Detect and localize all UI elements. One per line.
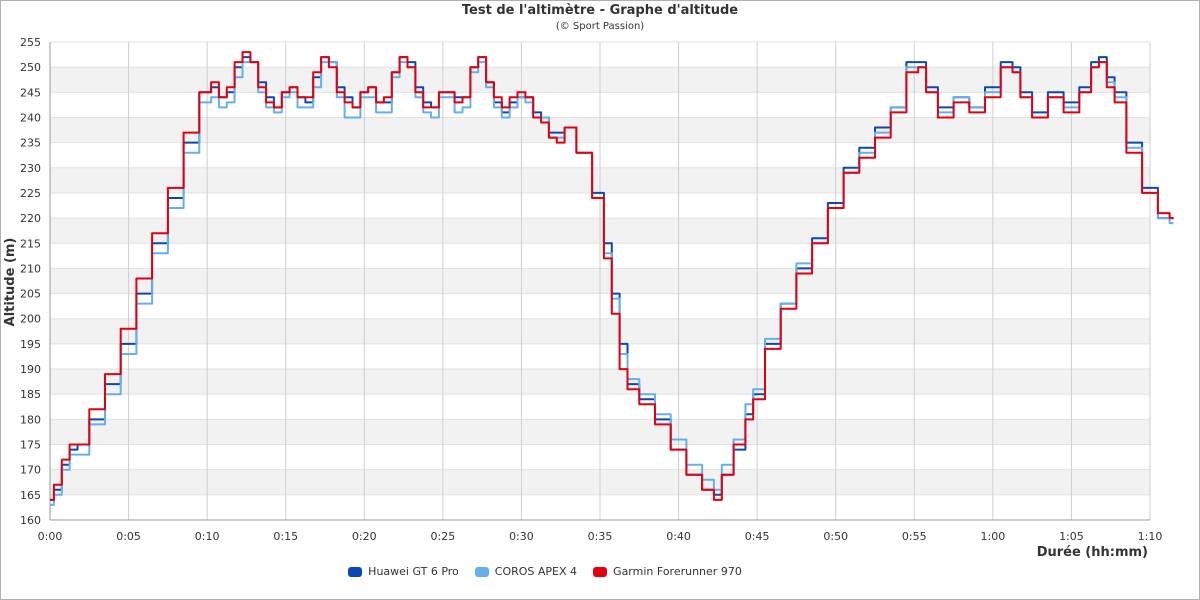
x-tick-label: 0:55: [902, 530, 927, 543]
x-tick-label: 0:45: [745, 530, 770, 543]
legend-item-2[interactable]: Garmin Forerunner 970: [593, 565, 742, 578]
x-tick-label: 1:05: [1059, 530, 1084, 543]
x-tick-label: 0:20: [352, 530, 377, 543]
y-tick-label: 160: [20, 514, 41, 527]
x-tick-label: 0:10: [195, 530, 220, 543]
plot-series: [50, 51, 1174, 506]
y-axis-label: Altitude (m): [3, 238, 18, 327]
x-tick-label: 0:00: [38, 530, 63, 543]
y-tick-label: 165: [20, 489, 41, 502]
chart-legend: Huawei GT 6 Pro COROS APEX 4 Garmin Foreru…: [0, 565, 1200, 578]
y-tick-label: 215: [20, 237, 41, 250]
y-tick-label: 225: [20, 187, 41, 200]
chart-title: Test de l'altimètre - Graphe d'altitude: [461, 3, 739, 18]
x-tick-label: 1:10: [1138, 530, 1163, 543]
y-tick-label: 230: [20, 162, 41, 175]
x-axis-label: Durée (hh:mm): [1037, 545, 1148, 560]
y-tick-label: 175: [20, 439, 41, 452]
y-tick-label: 220: [20, 212, 41, 225]
chart-subtitle: (© Sport Passion): [555, 21, 645, 32]
legend-label: COROS APEX 4: [494, 565, 578, 578]
y-tick-label: 185: [20, 388, 41, 401]
y-tick-label: 255: [20, 36, 41, 49]
y-tick-label: 235: [20, 137, 41, 150]
legend-swatch: [348, 566, 363, 577]
y-tick-label: 205: [20, 288, 41, 301]
legend-label: Huawei GT 6 Pro: [368, 565, 459, 578]
x-tick-label: 0:35: [588, 530, 613, 543]
plot-grid: [49, 41, 1151, 521]
y-tick-labels: 160 165 170 175 180 185 190 195 200 205 210 215 220 2…: [20, 36, 41, 527]
legend-swatch: [474, 566, 489, 577]
y-tick-label: 240: [20, 111, 41, 124]
x-tick-label: 0:15: [273, 530, 298, 543]
x-tick-label: 0:40: [666, 530, 691, 543]
y-tick-label: 190: [20, 363, 41, 376]
legend-label: Garmin Forerunner 970: [613, 565, 742, 578]
x-tick-label: 0:05: [116, 530, 141, 543]
x-tick-label: 0:50: [823, 530, 848, 543]
legend-item-0[interactable]: Huawei GT 6 Pro: [348, 565, 459, 578]
y-tick-label: 170: [20, 464, 41, 477]
y-tick-label: 245: [20, 86, 41, 99]
y-tick-label: 195: [20, 338, 41, 351]
y-tick-label: 200: [20, 313, 41, 326]
x-tick-label: 0:30: [509, 530, 534, 543]
x-tick-labels: 0:00 0:05 0:10 0:15 0:20 0:25 0:30 0:35 0:40 0:45…: [38, 530, 1163, 543]
x-tick-label: 1:00: [981, 530, 1006, 543]
legend-swatch: [593, 566, 608, 577]
legend-item-1[interactable]: COROS APEX 4: [474, 565, 578, 578]
y-tick-label: 210: [20, 262, 41, 275]
y-tick-label: 180: [20, 413, 41, 426]
y-tick-label: 250: [20, 61, 41, 74]
series-line-2: [50, 51, 1174, 501]
x-tick-label: 0:25: [431, 530, 456, 543]
